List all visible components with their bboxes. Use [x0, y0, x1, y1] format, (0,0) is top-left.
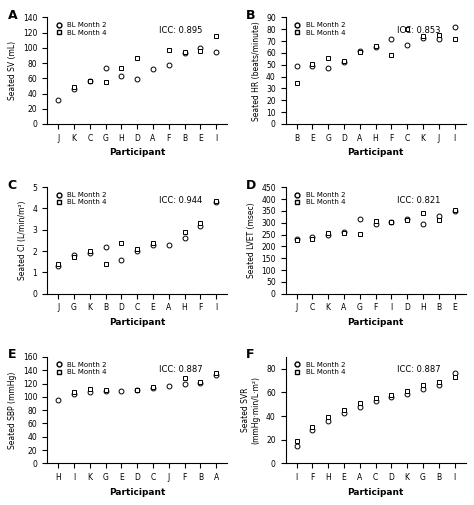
Text: ICC: 0.853: ICC: 0.853 [397, 26, 441, 35]
Y-axis label: Seated SBP (mmHg): Seated SBP (mmHg) [9, 372, 18, 449]
Text: ICC: 0.895: ICC: 0.895 [159, 26, 202, 35]
X-axis label: Participant: Participant [347, 148, 404, 157]
X-axis label: Participant: Participant [109, 318, 165, 327]
Text: B: B [246, 9, 255, 22]
Y-axis label: Seated HR (beats/minute): Seated HR (beats/minute) [252, 21, 261, 121]
X-axis label: Participant: Participant [347, 318, 404, 327]
Text: A: A [8, 9, 17, 22]
Legend: BL Month 2, BL Month 4: BL Month 2, BL Month 4 [51, 21, 108, 37]
Text: C: C [8, 179, 17, 192]
X-axis label: Participant: Participant [109, 488, 165, 496]
X-axis label: Participant: Participant [109, 148, 165, 157]
Y-axis label: Seated SVR
(mmHg·min/L·m²): Seated SVR (mmHg·min/L·m²) [241, 376, 261, 444]
Text: ICC: 0.944: ICC: 0.944 [159, 196, 202, 205]
Legend: BL Month 2, BL Month 4: BL Month 2, BL Month 4 [289, 191, 346, 207]
Legend: BL Month 2, BL Month 4: BL Month 2, BL Month 4 [51, 191, 108, 207]
Text: F: F [246, 348, 255, 362]
Text: ICC: 0.821: ICC: 0.821 [397, 196, 441, 205]
Legend: BL Month 2, BL Month 4: BL Month 2, BL Month 4 [51, 361, 108, 377]
X-axis label: Participant: Participant [347, 488, 404, 496]
Y-axis label: Seated CI (L/min/m²): Seated CI (L/min/m²) [18, 200, 27, 280]
Legend: BL Month 2, BL Month 4: BL Month 2, BL Month 4 [289, 21, 346, 37]
Text: D: D [246, 179, 256, 192]
Y-axis label: Seated SV (mL): Seated SV (mL) [9, 41, 18, 100]
Text: ICC: 0.887: ICC: 0.887 [159, 366, 202, 374]
Legend: BL Month 2, BL Month 4: BL Month 2, BL Month 4 [289, 361, 346, 377]
Y-axis label: Seated LVET (msec): Seated LVET (msec) [246, 203, 255, 278]
Text: E: E [8, 348, 16, 362]
Text: ICC: 0.887: ICC: 0.887 [397, 366, 441, 374]
